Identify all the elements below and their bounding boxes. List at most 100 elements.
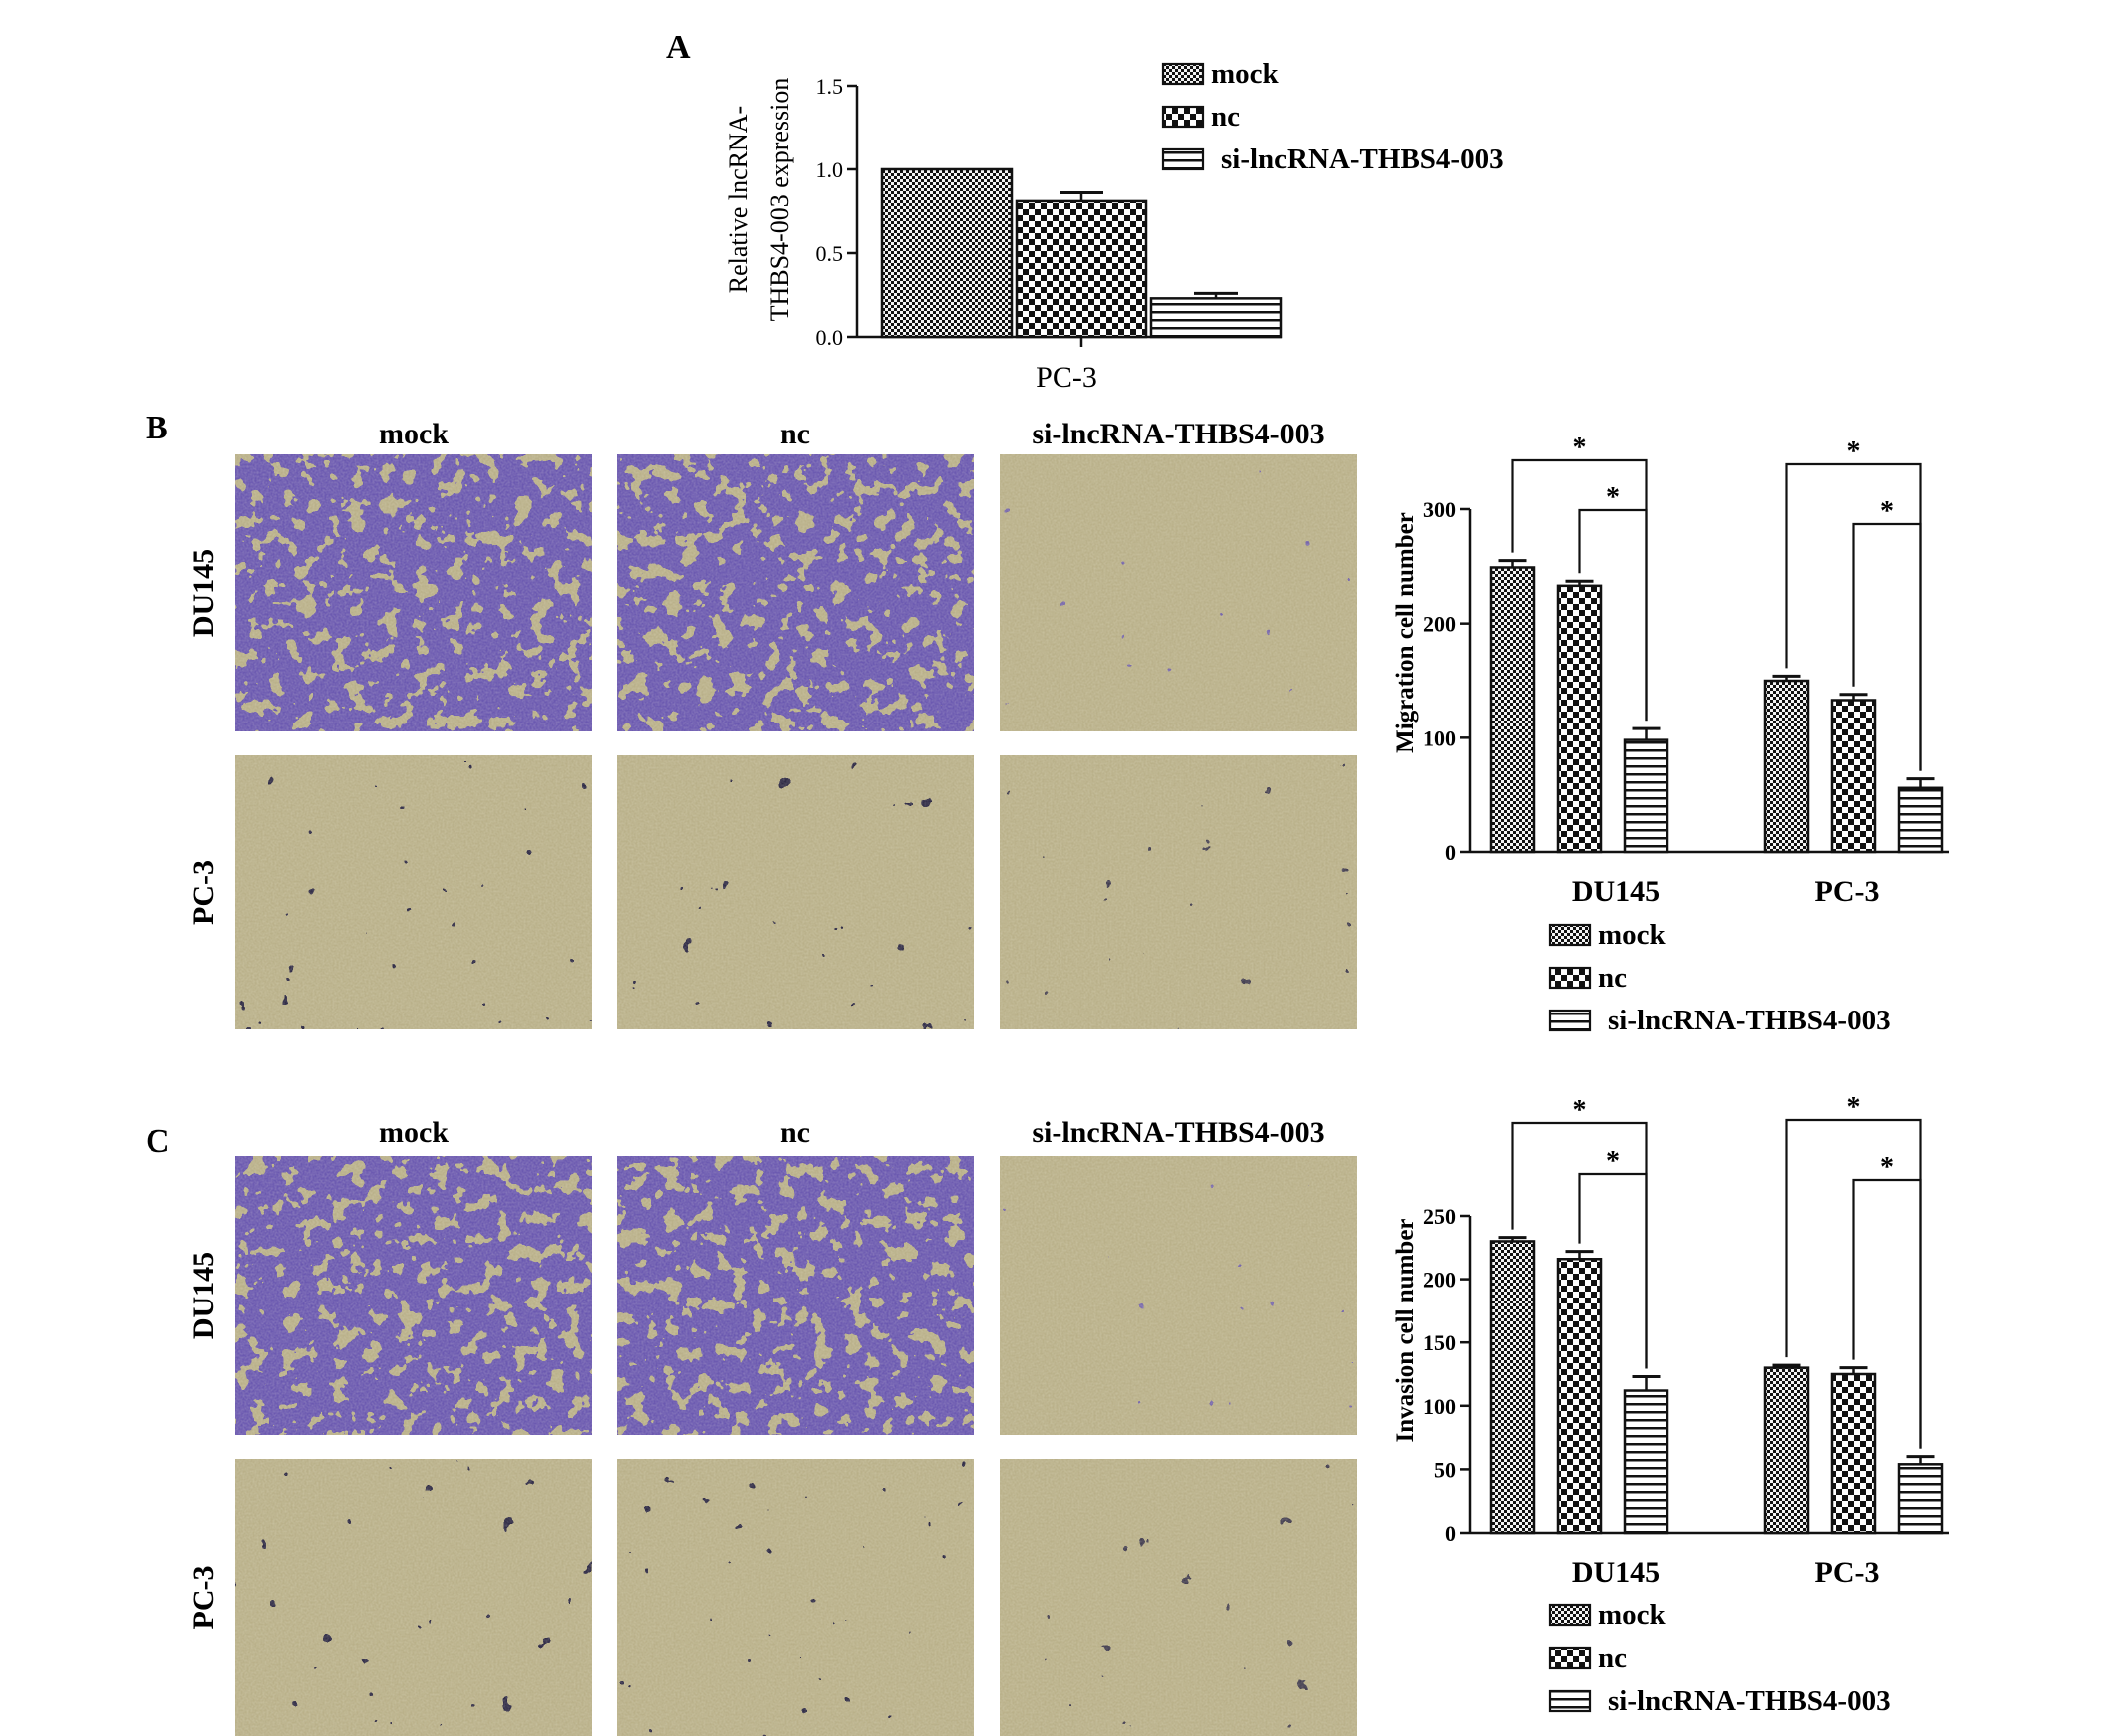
significance-star: * bbox=[1880, 1152, 1894, 1183]
micrograph-du145-mock bbox=[235, 454, 592, 731]
legend-swatch-si-lncrna-thbs4-003 bbox=[1548, 1689, 1592, 1713]
micrograph-grid-c: mock nc si-lncRNA-THBS4-003 DU145 PC-3 bbox=[187, 1116, 1357, 1736]
panel-letter-a: A bbox=[666, 29, 691, 66]
micrograph-pc-3-si-lncrna-thbs4-003 bbox=[1000, 1459, 1357, 1736]
chart-a: 0.0 0.5 1.0 1.5 Relative lncRNA- THBS4-003 ex… bbox=[724, 58, 1504, 394]
y-tick-label: 1.5 bbox=[816, 74, 844, 99]
legend-swatch-nc bbox=[1161, 105, 1205, 129]
significance-star: * bbox=[1847, 1092, 1861, 1123]
micrograph-pc-3-mock bbox=[235, 1459, 592, 1736]
bar-mock-du145 bbox=[1489, 566, 1536, 854]
legend-label-si-lncrna-thbs4-003: si-lncRNA-THBS4-003 bbox=[1221, 144, 1504, 175]
y-tick-label: 100 bbox=[1423, 725, 1456, 750]
significance-bracket bbox=[1578, 1172, 1648, 1369]
legend-label-mock: mock bbox=[1598, 1599, 1666, 1631]
bar-nc-pc-3 bbox=[1015, 199, 1148, 339]
y-tick-label: 100 bbox=[1423, 1394, 1456, 1419]
column-label-nc: nc bbox=[780, 418, 810, 450]
bar-mock-pc-3 bbox=[1763, 679, 1810, 854]
legend-label-nc: nc bbox=[1211, 101, 1240, 133]
legend-swatch-mock bbox=[1161, 62, 1205, 86]
micrograph-pc-3-mock bbox=[235, 755, 592, 1029]
legend-label-mock: mock bbox=[1598, 919, 1666, 951]
bar-si-lncrna-thbs4-003-pc-3 bbox=[1149, 297, 1283, 339]
bar-nc-pc-3 bbox=[1830, 1372, 1877, 1535]
x-category-label-du145: DU145 bbox=[1572, 875, 1660, 908]
membrane-pore-texture bbox=[1000, 454, 1357, 731]
bar-si-lncrna-thbs4-003-du145 bbox=[1623, 1389, 1669, 1535]
membrane-pore-texture bbox=[1000, 1459, 1357, 1736]
y-tick-label: 0.5 bbox=[816, 241, 844, 266]
panel-letter-b: B bbox=[146, 410, 168, 446]
panel-letter-c: C bbox=[146, 1123, 170, 1160]
significance-star: * bbox=[1573, 1095, 1587, 1126]
significance-star: * bbox=[1606, 1146, 1620, 1177]
column-label-si-lncrna-thbs4-003: si-lncRNA-THBS4-003 bbox=[1032, 418, 1324, 450]
y-tick-label: 150 bbox=[1423, 1330, 1456, 1355]
membrane-pore-texture bbox=[235, 1156, 592, 1435]
bar-si-lncrna-thbs4-003-du145 bbox=[1623, 738, 1669, 854]
legend-label-nc: nc bbox=[1598, 962, 1627, 994]
y-tick-label: 250 bbox=[1423, 1204, 1456, 1229]
legend-label-si-lncrna-thbs4-003: si-lncRNA-THBS4-003 bbox=[1608, 1005, 1891, 1036]
significance-star: * bbox=[1880, 496, 1894, 527]
membrane-pore-texture bbox=[617, 1156, 974, 1435]
membrane-pore-texture bbox=[235, 755, 592, 1029]
y-tick-label: 50 bbox=[1434, 1457, 1456, 1482]
micrograph-du145-nc bbox=[617, 1156, 974, 1435]
column-label-si-lncrna-thbs4-003: si-lncRNA-THBS4-003 bbox=[1032, 1116, 1324, 1149]
micrograph-pc-3-si-lncrna-thbs4-003 bbox=[1000, 755, 1357, 1029]
significance-bracket bbox=[1852, 1178, 1922, 1449]
micrograph-du145-si-lncrna-thbs4-003 bbox=[1000, 454, 1357, 731]
legend-swatch-nc bbox=[1548, 966, 1592, 990]
bar-si-lncrna-thbs4-003-pc-3 bbox=[1897, 786, 1944, 854]
legend-swatch-si-lncrna-thbs4-003 bbox=[1548, 1009, 1592, 1032]
legend-label-mock: mock bbox=[1211, 58, 1280, 90]
x-category-label-du145: DU145 bbox=[1572, 1556, 1660, 1589]
significance-star: * bbox=[1847, 436, 1861, 467]
membrane-pore-texture bbox=[617, 454, 974, 731]
y-tick-label: 200 bbox=[1423, 612, 1456, 637]
y-tick-label: 0 bbox=[1445, 1521, 1456, 1546]
bar-mock-pc-3 bbox=[880, 167, 1014, 339]
legend-swatch-mock bbox=[1548, 1603, 1592, 1627]
row-label-du145: DU145 bbox=[187, 1252, 220, 1339]
legend-swatch-si-lncrna-thbs4-003 bbox=[1161, 147, 1205, 171]
micrograph-du145-si-lncrna-thbs4-003 bbox=[1000, 1156, 1357, 1435]
y-axis-label: THBS4-003 expression bbox=[765, 78, 794, 322]
y-tick-label: 1.0 bbox=[816, 157, 844, 182]
x-category-label-pc-3: PC-3 bbox=[1815, 1556, 1880, 1589]
micrograph-grid-b: mock nc si-lncRNA-THBS4-003 DU145 PC-3 bbox=[187, 418, 1357, 1029]
column-label-nc: nc bbox=[780, 1116, 810, 1149]
bar-mock-pc-3 bbox=[1763, 1366, 1810, 1535]
membrane-pore-texture bbox=[617, 755, 974, 1029]
micrograph-du145-mock bbox=[235, 1156, 592, 1435]
y-axis-label: Invasion cell number bbox=[1392, 1218, 1419, 1442]
membrane-pore-texture bbox=[1000, 755, 1357, 1029]
y-tick-label: 0.0 bbox=[816, 325, 844, 350]
row-label-pc-3: PC-3 bbox=[187, 860, 220, 925]
y-tick-label: 0 bbox=[1445, 840, 1456, 865]
membrane-pore-texture bbox=[235, 1459, 592, 1736]
membrane-pore-texture bbox=[235, 454, 592, 731]
x-category-label-pc-3: PC-3 bbox=[1036, 361, 1097, 394]
y-tick-label: 300 bbox=[1423, 497, 1456, 522]
micrograph-du145-nc bbox=[617, 454, 974, 731]
bar-mock-du145 bbox=[1489, 1240, 1536, 1535]
y-axis-label: Relative lncRNA- bbox=[724, 106, 753, 293]
significance-bracket bbox=[1852, 522, 1922, 771]
column-label-mock: mock bbox=[379, 418, 449, 450]
column-label-mock: mock bbox=[379, 1116, 449, 1149]
bar-nc-du145 bbox=[1556, 584, 1603, 854]
significance-star: * bbox=[1573, 433, 1587, 463]
row-label-pc-3: PC-3 bbox=[187, 1566, 220, 1630]
legend-label-nc: nc bbox=[1598, 1642, 1627, 1674]
row-label-du145: DU145 bbox=[187, 549, 220, 637]
bar-si-lncrna-thbs4-003-pc-3 bbox=[1897, 1463, 1944, 1535]
y-tick-label: 200 bbox=[1423, 1268, 1456, 1293]
micrograph-pc-3-nc bbox=[617, 755, 974, 1029]
significance-bracket bbox=[1578, 508, 1648, 722]
